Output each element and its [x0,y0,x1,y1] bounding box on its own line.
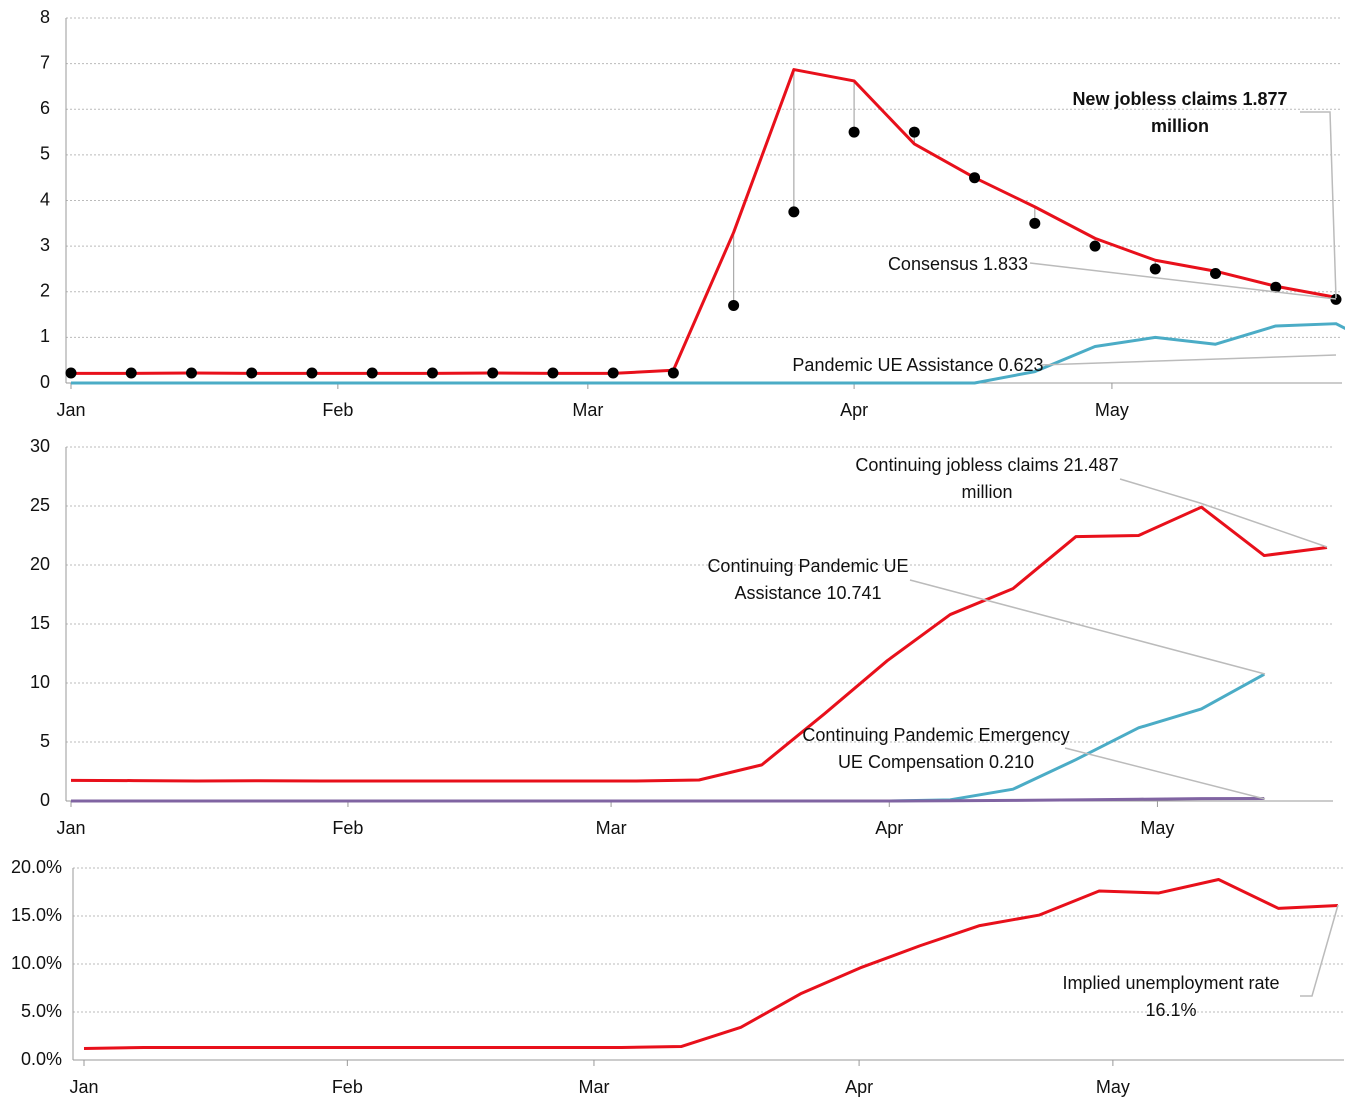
y-tick-label: 25 [30,495,50,515]
x-tick-label: Feb [332,1077,363,1097]
x-tick-label: Mar [572,400,603,420]
y-tick-label: 20 [30,554,50,574]
y-tick-label: 15.0% [11,905,62,925]
y-tick-label: 5 [40,144,50,164]
annotation: Implied unemployment rate [1062,973,1279,993]
y-tick-label: 15 [30,613,50,633]
annotation-leader [1119,478,1328,548]
y-tick-label: 5 [40,731,50,751]
y-tick-label: 6 [40,98,50,118]
annotation: 16.1% [1145,1000,1196,1020]
annotation: UE Compensation 0.210 [838,752,1034,772]
data-point [908,126,920,138]
y-tick-label: 5.0% [21,1001,62,1021]
x-tick-label: Mar [578,1077,609,1097]
data-point [969,172,981,184]
y-tick-label: 10.0% [11,953,62,973]
data-point [1149,263,1161,275]
x-tick-label: Mar [596,818,627,838]
x-tick-label: May [1096,1077,1130,1097]
data-point [487,367,499,379]
data-point [848,126,860,138]
y-tick-label: 0.0% [21,1049,62,1069]
x-tick-label: Jan [56,400,85,420]
y-tick-label: 10 [30,672,50,692]
annotation: million [1151,116,1209,136]
annotation-leader [1039,354,1337,366]
annotation-leader [909,579,1266,675]
data-point [1089,240,1101,252]
y-tick-label: 20.0% [11,857,62,877]
y-tick-label: 3 [40,235,50,255]
data-line [71,322,1345,385]
data-line [71,68,1337,375]
x-tick-label: Feb [332,818,363,838]
annotation: Continuing Pandemic UE [707,556,908,576]
y-tick-label: 7 [40,52,50,72]
x-tick-label: May [1095,400,1129,420]
data-point [306,367,318,379]
data-point [547,367,559,379]
data-point [246,367,258,379]
data-point [1270,281,1282,293]
annotation: New jobless claims 1.877 [1072,89,1287,109]
data-point [1330,293,1342,305]
data-line [83,878,1339,1050]
data-point [125,367,137,379]
data-point [65,367,77,379]
data-point [788,206,800,218]
annotation: Assistance 10.741 [734,583,881,603]
y-tick-label: 1 [40,326,50,346]
y-tick-label: 30 [30,436,50,456]
y-tick-label: 0 [40,372,50,392]
y-tick-label: 2 [40,281,50,301]
data-point [426,367,438,379]
x-tick-label: Apr [875,818,903,838]
annotation-leader [1064,747,1266,800]
annotation-leader [1029,262,1337,300]
data-point [667,367,679,379]
x-tick-label: Jan [56,818,85,838]
x-tick-label: Jan [69,1077,98,1097]
annotation-leader [1300,111,1337,299]
data-point [1210,268,1222,279]
annotation: Pandemic UE Assistance 0.623 [792,355,1043,375]
data-point [607,367,619,379]
annotation: Continuing jobless claims 21.487 [855,455,1118,475]
x-tick-label: Apr [845,1077,873,1097]
y-tick-label: 8 [40,7,50,27]
data-point [1029,217,1041,229]
data-point [728,299,740,311]
x-tick-label: May [1140,818,1174,838]
x-tick-label: Apr [840,400,868,420]
annotation: million [961,482,1012,502]
annotation-leader [1300,904,1339,997]
y-tick-label: 0 [40,790,50,810]
data-point [366,367,378,379]
x-tick-label: Feb [322,400,353,420]
annotation: Consensus 1.833 [888,254,1028,274]
data-line [70,505,1328,783]
data-line [71,797,1265,803]
annotation: Continuing Pandemic Emergency [802,725,1069,745]
data-point [185,367,197,379]
y-tick-label: 4 [40,189,50,209]
